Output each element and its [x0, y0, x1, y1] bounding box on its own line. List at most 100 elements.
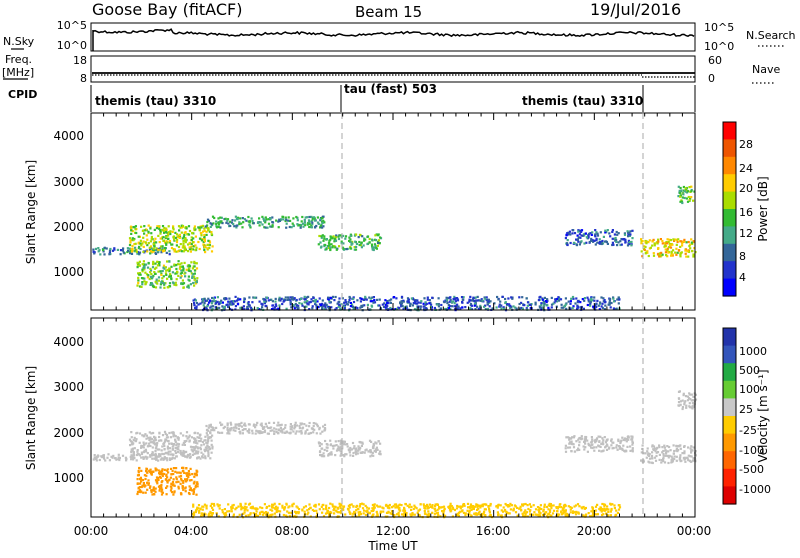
scatter-cell	[521, 307, 524, 310]
scatter-cell	[158, 489, 161, 492]
scatter-cell	[485, 298, 488, 302]
scatter-cell	[312, 424, 315, 428]
scatter-cell	[302, 225, 305, 228]
scatter-cell	[308, 301, 311, 304]
scatter-cell	[223, 305, 226, 308]
scatter-cell	[217, 223, 221, 226]
scatter-cell	[667, 461, 670, 465]
scatter-cell	[692, 253, 695, 256]
scatter-cell	[558, 503, 561, 506]
scatter-cell	[289, 219, 292, 222]
scatter-cell	[587, 298, 590, 301]
scatter-cell	[156, 264, 160, 267]
scatter-cell	[677, 401, 681, 404]
scatter-cell	[130, 252, 134, 255]
scatter-cell	[167, 479, 170, 482]
scatter-cell	[451, 506, 454, 509]
scatter-cell	[322, 425, 325, 428]
scatter-cell	[228, 301, 231, 304]
scatter-cell	[392, 505, 395, 508]
scatter-cell	[272, 503, 275, 507]
scatter-cell	[239, 424, 242, 427]
scatter-cell	[304, 505, 307, 508]
scatter-cell	[275, 505, 278, 508]
scatter-cell	[339, 507, 342, 510]
scatter-cell	[567, 436, 570, 439]
scatter-cell	[629, 230, 632, 233]
scatter-cell	[199, 232, 202, 235]
scatter-cell	[154, 237, 157, 240]
scatter-cell	[333, 444, 336, 447]
freq-panel-frame	[90, 55, 696, 83]
colorbar-segment	[723, 398, 736, 417]
scatter-cell	[168, 285, 172, 288]
scatter-cell	[171, 456, 174, 459]
scatter-cell	[298, 302, 301, 305]
scatter-cell	[290, 511, 293, 514]
scatter-cell	[548, 502, 551, 505]
scatter-cell	[157, 439, 160, 442]
scatter-cell	[193, 452, 196, 455]
scatter-cell	[354, 240, 357, 243]
scatter-cell	[152, 249, 155, 252]
scatter-cell	[355, 447, 358, 450]
scatter-cell	[182, 244, 185, 247]
scatter-cell	[279, 510, 282, 513]
scatter-cell	[337, 447, 340, 450]
scatter-cell	[216, 296, 219, 299]
scatter-cell	[569, 511, 572, 514]
scatter-cell	[560, 513, 564, 516]
scatter-cell	[324, 243, 327, 247]
scatter-cell	[313, 216, 316, 219]
scatter-cell	[646, 251, 649, 254]
scatter-cell	[561, 507, 564, 510]
scatter-cell	[437, 514, 440, 517]
scatter-cell	[342, 505, 346, 508]
scatter-cell	[203, 297, 206, 300]
scatter-cell	[574, 504, 578, 507]
scatter-cell	[136, 284, 139, 287]
scatter-cell	[396, 506, 399, 509]
scatter-cell	[180, 226, 183, 229]
scatter-cell	[329, 502, 332, 505]
scatter-cell	[341, 297, 344, 300]
scatter-cell	[442, 505, 446, 508]
scatter-cell	[329, 296, 332, 299]
scatter-cell	[325, 238, 328, 241]
scatter-cell	[645, 242, 648, 245]
scatter-cell	[155, 247, 158, 250]
scatter-cell	[577, 447, 580, 450]
scatter-cell	[173, 283, 176, 286]
scatter-cell	[612, 307, 615, 310]
scatter-cell	[193, 441, 196, 444]
scatter-cell	[298, 223, 301, 227]
scatter-cell	[189, 250, 192, 253]
scatter-cell	[591, 446, 594, 450]
scatter-cell	[150, 235, 153, 239]
scatter-cell	[599, 445, 602, 448]
scatter-cell	[130, 458, 133, 461]
scatter-cell	[665, 241, 668, 244]
scatter-cell	[516, 506, 519, 509]
scatter-cell	[323, 308, 326, 311]
scatter-cell	[243, 505, 246, 508]
scatter-cell	[314, 422, 317, 425]
scatter-cell	[186, 233, 189, 236]
scatter-cell	[395, 307, 399, 310]
scatter-cell	[164, 266, 167, 269]
scatter-cell	[206, 247, 209, 250]
scatter-cell	[242, 305, 245, 308]
scatter-cell	[604, 446, 607, 449]
scatter-cell	[273, 512, 276, 515]
scatter-cell	[348, 299, 351, 302]
scatter-cell	[200, 239, 203, 242]
scatter-cell	[271, 216, 274, 219]
scatter-cell	[472, 296, 475, 299]
scatter-cell	[537, 299, 540, 302]
scatter-cell	[688, 402, 691, 405]
scatter-cell	[381, 506, 384, 509]
scatter-cell	[186, 453, 190, 456]
scatter-cell	[507, 297, 510, 300]
scatter-cell	[514, 306, 517, 309]
scatter-cell	[225, 297, 228, 300]
